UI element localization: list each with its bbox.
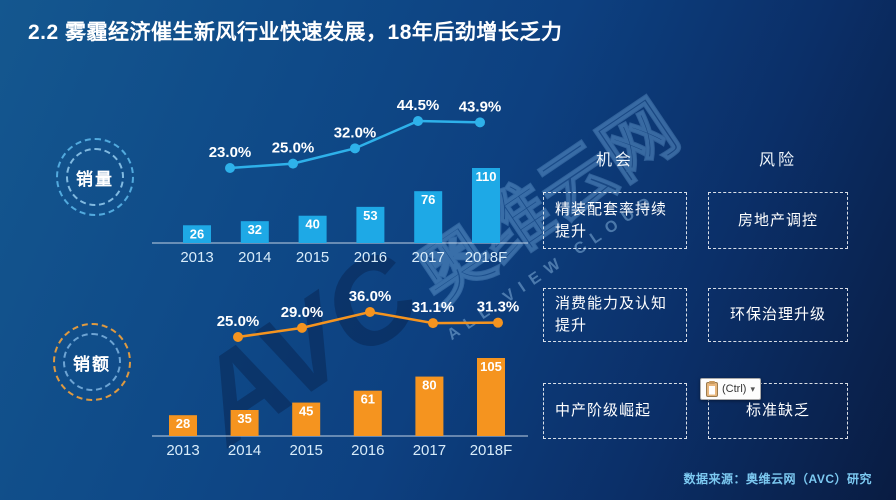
paste-options-button[interactable]: (Ctrl) ▾ [700, 378, 761, 400]
paste-options-label: (Ctrl) [722, 383, 747, 395]
bar-value-label: 26 [190, 226, 204, 241]
category-label: 2016 [354, 249, 387, 266]
sales-volume-badge-label: 销量 [76, 169, 114, 189]
bar-2013 [183, 225, 211, 243]
bar-value-label: 110 [476, 169, 497, 184]
opportunity-box-3[interactable]: 中产阶级崛起 [543, 383, 687, 439]
category-label: 2016 [351, 442, 384, 459]
growth-point [365, 306, 375, 317]
sales-volume-badge[interactable]: 销量 [56, 138, 134, 216]
category-label: 2017 [412, 249, 445, 266]
bar-value-label: 45 [299, 404, 313, 419]
growth-point [350, 143, 360, 154]
risk-box-1[interactable]: 房地产调控 [708, 192, 848, 249]
risk-column-header: 风险 [758, 152, 797, 169]
bar-2017 [414, 191, 443, 243]
page-title[interactable]: 2.2 雾霾经济催生新风行业快速发展，18年后劲增长乏力 [28, 21, 563, 44]
bar-2015 [292, 402, 321, 436]
bar-2016 [353, 390, 382, 436]
growth-point [493, 317, 503, 328]
category-label: 2014 [228, 442, 261, 459]
growth-point [225, 163, 235, 174]
growth-rate-label: 31.1% [412, 299, 455, 316]
bar-value-label: 32 [248, 222, 262, 237]
growth-rate-label: 25.0% [272, 140, 315, 157]
risk-box-2-text: 环保治理升级 [729, 306, 826, 324]
opportunity-box-1-text: 精装配套率持续提升 [555, 200, 668, 240]
clipboard-icon [706, 380, 718, 397]
risk-box-3[interactable]: 标准缺乏 [708, 383, 848, 439]
sales-value-badge[interactable]: 销额 [53, 323, 131, 401]
growth-point [413, 116, 423, 127]
bar-2017 [415, 376, 444, 436]
bar-value-label: 80 [422, 378, 436, 393]
risk-box-2[interactable]: 环保治理升级 [708, 288, 848, 342]
growth-rate-label: 36.0% [349, 288, 392, 305]
opportunity-box-2[interactable]: 消费能力及认知提升 [543, 288, 687, 342]
growth-point [428, 318, 438, 329]
growth-rate-label: 25.0% [217, 313, 260, 330]
category-label: 2015 [290, 442, 323, 459]
dropdown-caret-icon[interactable]: ▾ [750, 383, 755, 394]
growth-rate-label: 23.0% [209, 144, 252, 161]
sales-value-chart[interactable]: 28 2013 35 2014 45 2015 61 2016 80 2017 105 2018F 25… [150, 288, 540, 475]
growth-point [288, 158, 298, 169]
growth-rate-label: 32.0% [334, 124, 377, 141]
bar-2018F [472, 168, 500, 243]
bar-2016 [356, 206, 385, 243]
category-label: 2013 [166, 442, 199, 459]
bar-value-label: 105 [480, 359, 502, 374]
growth-rate-label: 44.5% [397, 97, 440, 114]
dashed-circle-icon [53, 323, 131, 401]
sales-volume-chart[interactable]: 26 2013 32 2014 40 2015 53 2016 76 2017 110 2018F 23… [150, 95, 540, 275]
bar-value-label: 35 [237, 411, 251, 426]
bar-value-label: 76 [421, 192, 435, 207]
bar-value-label: 28 [176, 416, 190, 431]
category-label: 2017 [413, 442, 446, 459]
category-label: 2018F [470, 442, 513, 459]
growth-point [475, 117, 485, 128]
opportunity-box-1[interactable]: 精装配套率持续提升 [543, 192, 687, 249]
category-label: 2018F [465, 249, 508, 266]
growth-point [233, 331, 243, 342]
growth-rate-label: 31.3% [477, 299, 520, 316]
growth-rate-label: 43.9% [459, 98, 502, 115]
bar-value-label: 40 [305, 217, 319, 232]
risk-box-1-text: 房地产调控 [737, 211, 818, 229]
risk-box-3-text: 标准缺乏 [745, 402, 810, 420]
category-label: 2015 [296, 249, 329, 266]
category-label: 2014 [238, 249, 271, 266]
bar-value-label: 53 [363, 208, 377, 223]
opportunity-column-header: 机会 [595, 152, 634, 169]
bar-2013 [169, 415, 197, 436]
data-source-note: 数据来源：奥维云网（AVC）研究 [683, 472, 872, 486]
bar-2015 [298, 215, 327, 243]
growth-point [297, 322, 307, 333]
dashed-circle-icon [66, 148, 124, 206]
category-label: 2013 [180, 249, 213, 266]
bar-value-label: 61 [361, 392, 375, 407]
growth-rate-label: 29.0% [281, 304, 324, 321]
opportunity-box-2-text: 消费能力及认知提升 [555, 295, 668, 334]
bar-2014 [240, 221, 269, 243]
dashed-circle-icon [63, 333, 121, 391]
sales-value-badge-label: 销额 [73, 354, 111, 374]
bar-2014 [230, 410, 259, 436]
bar-2018F [477, 358, 505, 436]
dashed-circle-icon [56, 138, 134, 216]
opportunity-box-3-text: 中产阶级崛起 [555, 402, 652, 420]
